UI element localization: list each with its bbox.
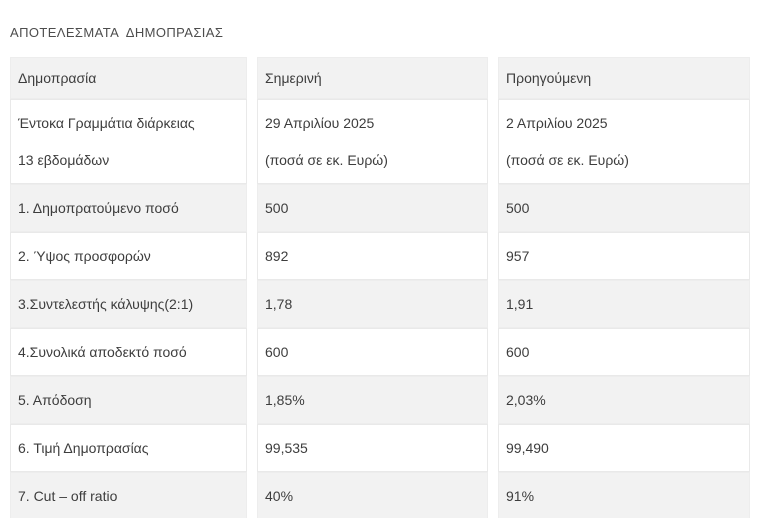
- column-header-previous: Προηγούμενη: [498, 57, 750, 99]
- instrument-current-date-cell: 29 Απριλίου 2025 (ποσά σε εκ. Ευρώ): [257, 99, 488, 184]
- table-row: 5. Απόδοση 1,85% 2,03%: [10, 376, 750, 424]
- row-label-cell: 5. Απόδοση: [10, 376, 247, 424]
- table-header-row: Δημοπρασία Σημερινή Προηγούμενη: [10, 57, 750, 99]
- row-label-cell: 3.Συντελεστής κάλυψης(2:1): [10, 280, 247, 328]
- row-previous-cell: 1,91: [498, 280, 750, 328]
- row-current-cell: 1,85%: [257, 376, 488, 424]
- table-row: 2. Ύψος προσφορών 892 957: [10, 232, 750, 280]
- row-previous-cell: 2,03%: [498, 376, 750, 424]
- row-label-cell: 4.Συνολικά αποδεκτό ποσό: [10, 328, 247, 376]
- column-header-auction: Δημοπρασία: [10, 57, 247, 99]
- row-current-cell: 1,78: [257, 280, 488, 328]
- row-label-cell: 2. Ύψος προσφορών: [10, 232, 247, 280]
- instrument-previous-date-cell: 2 Απριλίου 2025 (ποσά σε εκ. Ευρώ): [498, 99, 750, 184]
- table-row: 7. Cut – off ratio 40% 91%: [10, 472, 750, 518]
- row-current-cell: 500: [257, 184, 488, 232]
- page-title: ΑΠΟΤΕΛΕΣΜΑΤΑ ΔΗΜΟΠΡΑΣΙΑΣ: [10, 25, 224, 40]
- table-row: 6. Τιμή Δημοπρασίας 99,535 99,490: [10, 424, 750, 472]
- instrument-label-line1: Έντοκα Γραμμάτια διάρκειας: [18, 115, 195, 131]
- auction-results-table: Δημοπρασία Σημερινή Προηγούμενη Έντοκα Γ…: [0, 57, 760, 518]
- row-label-cell: 1. Δημοπρατούμενο ποσό: [10, 184, 247, 232]
- row-label-cell: 6. Τιμή Δημοπρασίας: [10, 424, 247, 472]
- row-previous-cell: 99,490: [498, 424, 750, 472]
- instrument-row: Έντοκα Γραμμάτια διάρκειας 13 εβδομάδων …: [10, 99, 750, 184]
- row-previous-cell: 91%: [498, 472, 750, 518]
- row-current-cell: 892: [257, 232, 488, 280]
- row-current-cell: 40%: [257, 472, 488, 518]
- table-row: 4.Συνολικά αποδεκτό ποσό 600 600: [10, 328, 750, 376]
- row-previous-cell: 600: [498, 328, 750, 376]
- current-amount-unit-note: (ποσά σε εκ. Ευρώ): [265, 152, 388, 168]
- row-current-cell: 99,535: [257, 424, 488, 472]
- current-auction-date: 29 Απριλίου 2025: [265, 115, 375, 131]
- row-current-cell: 600: [257, 328, 488, 376]
- previous-amount-unit-note: (ποσά σε εκ. Ευρώ): [506, 152, 629, 168]
- row-previous-cell: 500: [498, 184, 750, 232]
- table-row: 3.Συντελεστής κάλυψης(2:1) 1,78 1,91: [10, 280, 750, 328]
- table-row: 1. Δημοπρατούμενο ποσό 500 500: [10, 184, 750, 232]
- row-label-cell: 7. Cut – off ratio: [10, 472, 247, 518]
- instrument-label-cell: Έντοκα Γραμμάτια διάρκειας 13 εβδομάδων: [10, 99, 247, 184]
- instrument-label-line2: 13 εβδομάδων: [18, 152, 110, 168]
- row-previous-cell: 957: [498, 232, 750, 280]
- column-header-current: Σημερινή: [257, 57, 488, 99]
- previous-auction-date: 2 Απριλίου 2025: [506, 115, 608, 131]
